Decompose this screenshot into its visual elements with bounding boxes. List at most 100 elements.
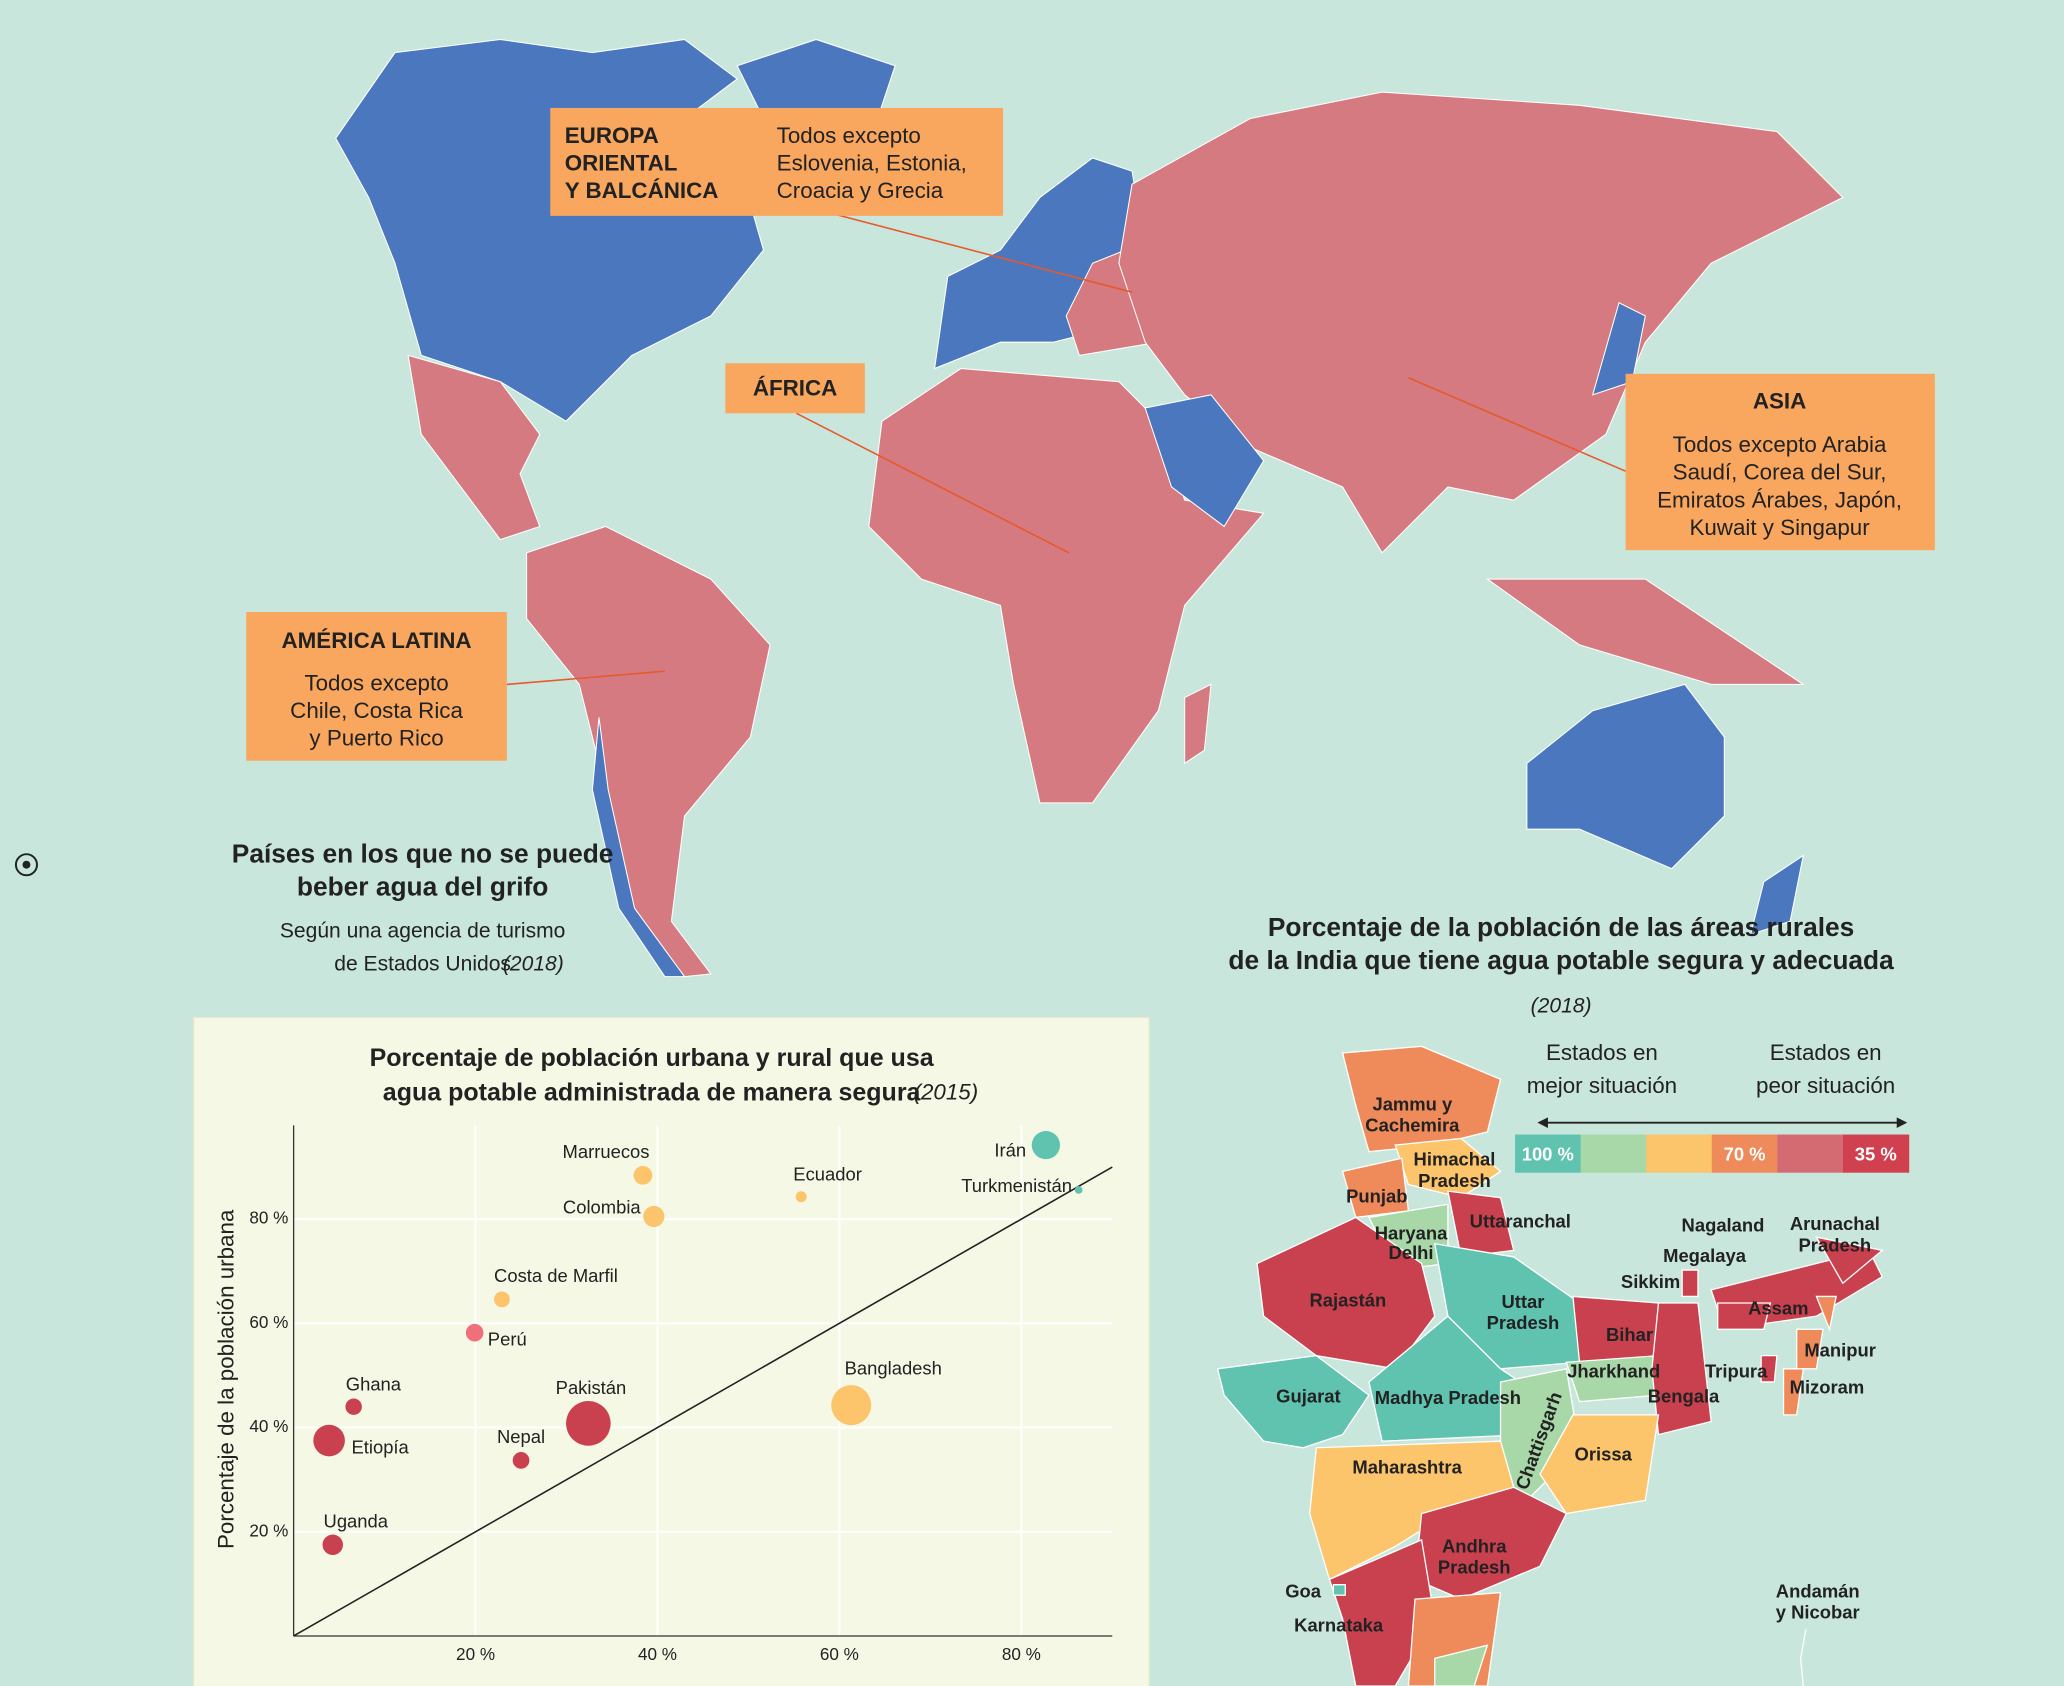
state-label: Pradesh: [1799, 1234, 1872, 1255]
point-label: Etiopía: [351, 1436, 409, 1457]
state: [1256, 1216, 1436, 1370]
legend-swatch: [1711, 1134, 1779, 1173]
bubble: [633, 1165, 653, 1185]
callout-text: Chile, Costa Rica: [290, 698, 463, 723]
point-label: Pakistán: [556, 1377, 627, 1398]
state: [1815, 1295, 1837, 1332]
point-label: Costa de Marfil: [494, 1265, 618, 1286]
state-label: Sikkim: [1621, 1271, 1680, 1292]
map-subtitle: Según una agencia de turismo: [280, 919, 566, 942]
scatter-panel: [192, 1016, 1150, 1686]
callout-text: Todos excepto Arabia: [1673, 432, 1887, 457]
bubble: [1031, 1130, 1061, 1160]
callout-box: [246, 612, 507, 761]
legend-label: 35 %: [1855, 1143, 1897, 1164]
state: [1796, 1328, 1824, 1370]
legend-swatch: [1646, 1134, 1713, 1173]
callout-text: Todos excepto: [777, 123, 921, 148]
legend-label: 100 %: [1522, 1143, 1574, 1164]
bubble: [643, 1205, 665, 1228]
legend-label: 70 %: [1724, 1143, 1766, 1164]
map-title: Países en los que no se puede: [232, 838, 614, 868]
callout-text: Croacia y Grecia: [777, 178, 944, 203]
callout-text: y Puerto Rico: [309, 726, 443, 751]
bubble: [465, 1323, 484, 1342]
state: [1815, 1236, 1884, 1285]
callout-text: Saudí, Corea del Sur,: [1673, 460, 1887, 485]
chile: [591, 717, 686, 978]
bubble: [345, 1398, 362, 1415]
state-label: Delhi: [1389, 1242, 1434, 1263]
state-label: Goa: [1285, 1580, 1322, 1601]
callout-box: [550, 107, 1004, 216]
state: [1394, 1137, 1502, 1199]
state-label: Andhra: [1442, 1536, 1507, 1557]
new-zealand: [1749, 854, 1805, 936]
state: [1760, 1354, 1778, 1383]
map-year: (2018): [503, 952, 564, 975]
state-label: Punjab: [1346, 1186, 1407, 1207]
islands: [1799, 1629, 1807, 1686]
callout-boxes: [246, 107, 1935, 761]
asia: [1118, 91, 1844, 554]
map-subtitle: de Estados Unidos: [334, 952, 511, 975]
point-label: Turkmenistán: [961, 1175, 1072, 1196]
point-label: Perú: [488, 1328, 527, 1349]
state: [1447, 1190, 1515, 1258]
leader-line: [506, 670, 665, 686]
bubble: [566, 1401, 611, 1446]
callout-box: [1625, 373, 1935, 551]
leader-line: [835, 213, 1133, 293]
world-map: [335, 38, 1844, 978]
legend-swatch: [1515, 1134, 1582, 1173]
locator-icon: [14, 853, 38, 877]
point-label: Ecuador: [793, 1164, 862, 1185]
point-label: Nepal: [497, 1426, 545, 1447]
callout-title: Y BALCÁNICA: [565, 178, 719, 203]
callout-title: AMÉRICA LATINA: [282, 628, 472, 653]
australia: [1526, 683, 1725, 870]
state: [1782, 1368, 1805, 1416]
india-title: Porcentaje de la población de las áreas …: [1268, 912, 1854, 942]
state-label: Pradesh: [1438, 1557, 1511, 1578]
state-label: Gujarat: [1276, 1386, 1340, 1407]
point-label: Ghana: [346, 1374, 402, 1395]
south-america: [526, 525, 771, 978]
chart-title: agua potable administrada de manera segu…: [383, 1078, 922, 1106]
point-label: Bangladesh: [845, 1357, 942, 1378]
callout-lines: [506, 213, 1626, 686]
state: [1216, 1354, 1370, 1449]
callout-title: ASIA: [1753, 389, 1806, 414]
state-label: Jammu y: [1372, 1093, 1453, 1114]
callout-title: ORIENTAL: [565, 150, 678, 175]
y-tick-label: 20 %: [249, 1521, 288, 1540]
saudi-arabia: [1144, 394, 1265, 528]
map-title: beber agua del grifo: [297, 871, 548, 901]
x-tick-label: 20 %: [456, 1645, 495, 1664]
y-tick-label: 80 %: [249, 1209, 288, 1228]
state: [1434, 1644, 1489, 1686]
state-label: Megalaya: [1663, 1245, 1747, 1266]
state-label: Himachal: [1414, 1149, 1496, 1170]
point-label: Irán: [994, 1140, 1026, 1161]
bubble: [313, 1424, 345, 1457]
callout-box: [725, 363, 865, 414]
bubble: [1074, 1186, 1083, 1194]
legend-swatch: [1842, 1134, 1910, 1173]
state: [1332, 1583, 1346, 1596]
legend-caption: Estados en: [1546, 1040, 1658, 1065]
state-label: Maharashtra: [1352, 1457, 1462, 1478]
point-label: Colombia: [563, 1196, 642, 1217]
legend-caption: peor situación: [1756, 1073, 1895, 1098]
reference-line: [293, 1166, 1113, 1637]
chart-subtitle: (2015): [914, 1080, 979, 1105]
state-label: Bengala: [1648, 1386, 1720, 1407]
state-label: Rajastán: [1310, 1290, 1387, 1311]
x-tick-label: 80 %: [1002, 1645, 1041, 1664]
state-label: Pradesh: [1487, 1312, 1560, 1333]
state: [1328, 1538, 1436, 1686]
icon: [22, 860, 31, 869]
icon: [14, 853, 38, 877]
